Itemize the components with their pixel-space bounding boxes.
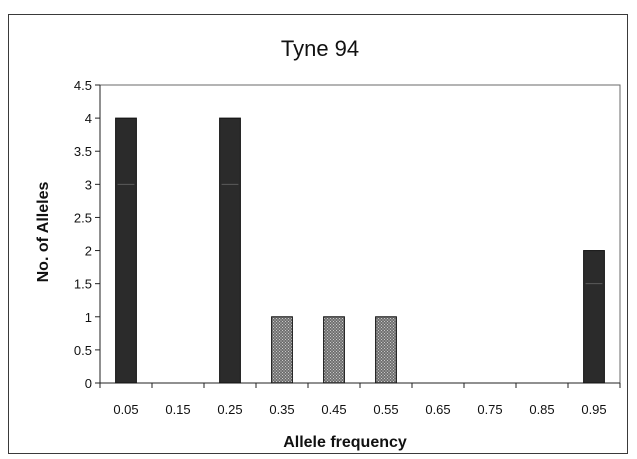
- x-tick-label: 0.05: [113, 402, 138, 417]
- x-tick-label: 0.65: [425, 402, 450, 417]
- y-tick-label: 3: [85, 177, 92, 192]
- y-tick-label: 4.5: [74, 78, 92, 93]
- bar: [323, 316, 345, 384]
- y-tick-label: 4: [85, 111, 92, 126]
- bar: [115, 117, 137, 384]
- bar: [375, 316, 397, 384]
- y-tick-label: 1.5: [74, 277, 92, 292]
- y-axis-label: No. of Alleles: [35, 182, 52, 283]
- plot-area: [99, 84, 621, 384]
- y-tick-label: 2.5: [74, 210, 92, 225]
- y-tick-label: 0.5: [74, 343, 92, 358]
- y-tick-label: 0: [85, 376, 92, 391]
- x-tick-label: 0.25: [217, 402, 242, 417]
- chart-title: Tyne 94: [281, 36, 359, 61]
- y-tick-label: 3.5: [74, 144, 92, 159]
- bar: [583, 250, 605, 384]
- x-tick-label: 0.55: [373, 402, 398, 417]
- x-tick-label: 0.85: [529, 402, 554, 417]
- chart-marks: 0 0.5 1 1.5 2 2.5 3 3.5 4 4.5 0.05 0.15 0.25 0.35 0.45…: [74, 78, 621, 417]
- x-tick-label: 0.15: [165, 402, 190, 417]
- x-tick-label: 0.35: [269, 402, 294, 417]
- x-tick-label: 0.95: [581, 402, 606, 417]
- x-tick-label: 0.75: [477, 402, 502, 417]
- x-axis-label: Allele frequency: [283, 434, 407, 451]
- y-tick-label: 1: [85, 310, 92, 325]
- bar: [219, 117, 241, 384]
- bar: [271, 316, 293, 384]
- y-tick-label: 2: [85, 244, 92, 259]
- x-tick-label: 0.45: [321, 402, 346, 417]
